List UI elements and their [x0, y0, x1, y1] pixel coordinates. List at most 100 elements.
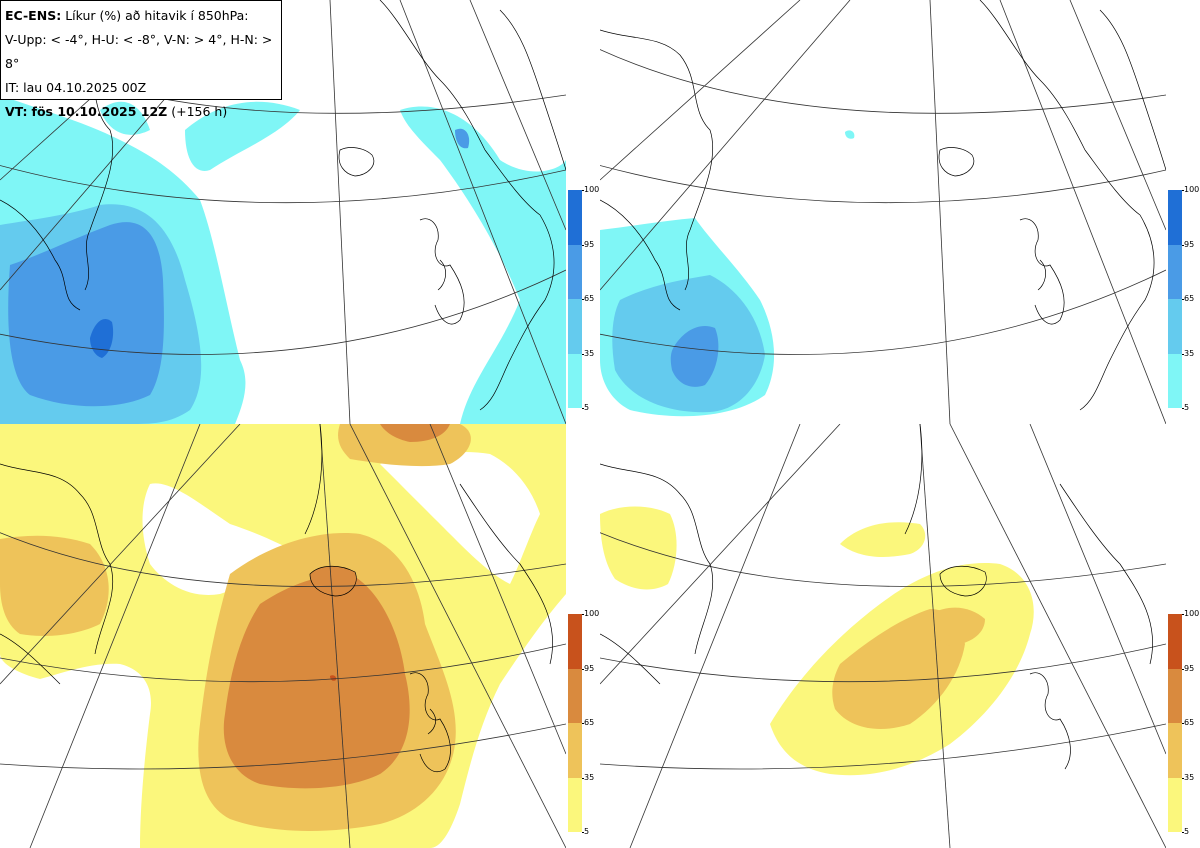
prob-area-35: [832, 609, 965, 729]
colorbar-cold-right: 100 95 65 35 5: [1168, 186, 1199, 412]
colorbar-label: 5: [1184, 827, 1190, 836]
map-panel-warm-4: [0, 424, 566, 848]
valid-label: VT:: [5, 104, 28, 119]
coastline: [0, 424, 554, 773]
init-time: IT: lau 04.10.2025 00Z: [5, 80, 147, 95]
prob-area-65: [8, 222, 164, 407]
colorbar-label: 65: [1184, 718, 1195, 727]
colorbar-segment: [1168, 299, 1182, 354]
map-warm-8: [600, 424, 1166, 848]
graticule: [600, 424, 1166, 848]
map-panel-warm-8: [600, 424, 1166, 848]
colorbar-tick: [582, 408, 584, 409]
prob-area-65: [223, 574, 410, 789]
colorbar-segment: [1168, 723, 1182, 778]
graticule: [0, 0, 566, 424]
colorbar-tick: [582, 832, 584, 833]
map-cold-8: [600, 0, 1166, 424]
colorbar-segment: [1168, 614, 1182, 669]
colorbar-tick: [1182, 299, 1184, 300]
colorbar-label: 100: [584, 609, 600, 618]
prob-area-5: [400, 106, 566, 424]
prob-area-5: [840, 522, 926, 557]
colorbar-label: 5: [1184, 403, 1190, 412]
colorbar-segment: [1168, 668, 1182, 723]
coastline: [0, 0, 566, 411]
prob-area-35: [930, 607, 985, 646]
colorbar-tick: [582, 190, 584, 191]
lead-time: (+156 h): [171, 104, 228, 119]
colorbar-segment: [568, 723, 582, 778]
colorbar-label: 65: [1184, 294, 1195, 303]
coastline: [600, 0, 1166, 411]
graticule: [600, 0, 1166, 424]
colorbar-tick: [1182, 723, 1184, 724]
colorbar-label: 65: [584, 294, 595, 303]
colorbar-segment: [568, 668, 582, 723]
colorbar-cold-left: 100 95 65 35 5: [568, 186, 599, 412]
colorbar-tick: [582, 723, 584, 724]
prob-area-5: [600, 506, 677, 590]
model-label: EC-ENS:: [5, 8, 62, 23]
colorbar-warm-left: 100 95 65 35 5: [568, 610, 599, 836]
map-cold-4: [0, 0, 566, 424]
colorbar-label: 65: [584, 718, 595, 727]
colorbar-label: 35: [584, 772, 595, 782]
colorbar-label: 5: [584, 827, 590, 836]
prob-area-5: [100, 101, 150, 135]
colorbar-segment: [1168, 244, 1182, 299]
colorbar-tick: [1182, 408, 1184, 409]
prob-area-5: [380, 452, 540, 584]
colorbar-tick: [1182, 244, 1184, 246]
colorbar-label: 95: [1184, 663, 1195, 673]
colorbar-segment: [568, 190, 582, 245]
colorbar-tick: [1182, 668, 1184, 670]
valid-time: fös 10.10.2025 12Z: [31, 104, 168, 119]
colorbar-tick: [1182, 353, 1184, 355]
title-text: Líkur (%) að hitavik í 850hPa:: [65, 8, 249, 23]
colorbar-tick: [1182, 777, 1184, 779]
colorbar-tick: [582, 299, 584, 300]
colorbar-segment: [1168, 777, 1182, 832]
prob-area-5: [185, 101, 300, 171]
colorbar-label: 95: [584, 663, 595, 673]
colorbar-segment: [568, 777, 582, 832]
prob-area-65: [310, 566, 357, 596]
thresholds-text: V-Upp: < -4°, H-U: < -8°, V-N: > 4°, H-N…: [5, 32, 273, 71]
graticule: [0, 424, 566, 848]
prob-area-5: [845, 130, 855, 139]
colorbar-warm-right: 100 95 65 35 5: [1168, 610, 1199, 836]
coastline: [600, 424, 1154, 770]
colorbar-tick: [582, 353, 584, 355]
map-panel-cold-8: [600, 0, 1166, 424]
map-panel-cold-4: EC-ENS: Líkur (%) að hitavik í 850hPa: V…: [0, 0, 566, 424]
colorbar-segment: [1168, 353, 1182, 408]
colorbar-segment: [568, 353, 582, 408]
prob-area-95: [455, 128, 470, 149]
colorbar-segment: [568, 299, 582, 354]
prob-area-95: [90, 318, 114, 358]
colorbar-tick: [1182, 614, 1184, 615]
prob-area-65: [670, 325, 719, 387]
colorbar-tick: [1182, 190, 1184, 191]
prob-area-65: [380, 424, 450, 442]
info-box: EC-ENS: Líkur (%) að hitavik í 850hPa: V…: [0, 0, 282, 119]
colorbar-tick: [582, 614, 584, 615]
colorbar-label: 5: [584, 403, 590, 412]
colorbar-label: 100: [584, 185, 600, 194]
colorbar-tick: [582, 777, 584, 779]
colorbar-label: 95: [584, 239, 595, 249]
colorbar-tick: [582, 668, 584, 670]
colorbar-segment: [1168, 190, 1182, 245]
colorbar-label: 95: [1184, 239, 1195, 249]
colorbar-label: 100: [1184, 185, 1200, 194]
colorbar-label: 100: [1184, 609, 1200, 618]
prob-area-35: [0, 535, 109, 636]
colorbar-label: 35: [1184, 772, 1195, 782]
map-warm-4: [0, 424, 566, 848]
colorbar-tick: [582, 244, 584, 246]
colorbar-tick: [1182, 832, 1184, 833]
colorbar-segment: [568, 614, 582, 669]
colorbar-label: 35: [1184, 348, 1195, 358]
colorbar-label: 35: [584, 348, 595, 358]
